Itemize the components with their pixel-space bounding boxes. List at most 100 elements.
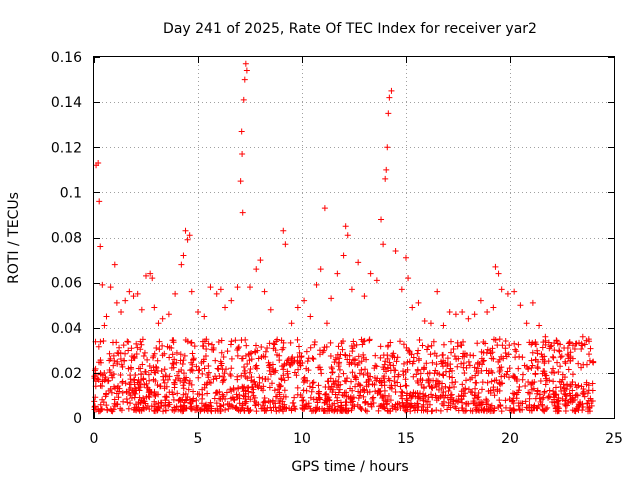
data-point <box>453 356 460 363</box>
data-point <box>409 304 416 311</box>
y-tick-label: 0.02 <box>51 366 82 382</box>
data-point <box>240 392 247 399</box>
data-point <box>349 401 356 408</box>
data-point <box>512 354 519 361</box>
data-point <box>280 366 287 373</box>
data-point <box>520 371 527 378</box>
data-point <box>547 343 554 350</box>
data-point <box>150 364 157 371</box>
data-point <box>451 353 458 360</box>
data-point <box>450 345 457 352</box>
data-point <box>108 372 115 379</box>
data-point <box>483 349 490 356</box>
data-point <box>191 343 198 350</box>
data-point <box>573 384 580 391</box>
data-point <box>420 385 427 392</box>
data-point <box>488 407 495 414</box>
data-point <box>528 364 535 371</box>
data-point <box>496 336 503 343</box>
data-point <box>532 370 539 377</box>
data-point <box>391 378 398 385</box>
data-point <box>203 345 210 352</box>
data-point <box>549 353 556 360</box>
data-point <box>138 306 145 313</box>
data-point <box>166 373 173 380</box>
data-point <box>586 357 593 364</box>
data-point <box>434 288 441 295</box>
data-point <box>444 355 451 362</box>
data-point <box>98 406 105 413</box>
data-point <box>587 345 594 352</box>
data-point <box>362 407 369 414</box>
x-axis-label: GPS time / hours <box>291 459 408 475</box>
data-point <box>256 379 263 386</box>
data-point <box>201 365 208 372</box>
data-point <box>248 377 255 384</box>
data-point <box>304 358 311 365</box>
data-point <box>469 374 476 381</box>
data-point <box>516 406 523 413</box>
data-point <box>274 336 281 343</box>
data-point <box>229 403 236 410</box>
data-point <box>475 407 482 414</box>
data-point <box>363 356 370 363</box>
data-point <box>485 401 492 408</box>
data-point <box>550 365 557 372</box>
data-point <box>480 338 487 345</box>
data-point <box>329 389 336 396</box>
data-point <box>387 397 394 404</box>
data-point <box>271 387 278 394</box>
data-point <box>296 357 303 364</box>
data-point <box>170 337 177 344</box>
data-point <box>155 404 162 411</box>
data-point <box>352 383 359 390</box>
data-point <box>347 385 354 392</box>
data-point <box>440 372 447 379</box>
data-point <box>181 352 188 359</box>
data-point <box>142 400 149 407</box>
data-point <box>134 290 141 297</box>
data-point <box>440 351 447 358</box>
data-point <box>315 382 322 389</box>
data-point <box>433 352 440 359</box>
data-point <box>427 351 434 358</box>
data-point <box>159 315 166 322</box>
data-point <box>161 379 168 386</box>
data-point <box>234 284 241 291</box>
data-point <box>561 391 568 398</box>
data-point <box>529 299 536 306</box>
data-point <box>175 406 182 413</box>
data-point <box>291 403 298 410</box>
data-point <box>110 362 117 369</box>
data-point <box>400 360 407 367</box>
data-point <box>519 376 526 383</box>
data-point <box>190 395 197 402</box>
data-point <box>317 266 324 273</box>
data-point <box>143 393 150 400</box>
data-point <box>394 354 401 361</box>
data-point <box>528 407 535 414</box>
data-point <box>394 379 401 386</box>
data-point <box>278 337 285 344</box>
data-point <box>273 408 280 415</box>
data-point <box>398 286 405 293</box>
data-point <box>307 394 314 401</box>
data-point <box>416 390 423 397</box>
data-point <box>476 402 483 409</box>
data-point <box>222 366 229 373</box>
data-point <box>362 398 369 405</box>
data-point <box>141 349 148 356</box>
data-point <box>146 377 153 384</box>
data-point <box>364 370 371 377</box>
data-point <box>95 160 102 167</box>
data-point <box>384 144 391 151</box>
data-point <box>222 304 229 311</box>
data-point <box>247 365 254 372</box>
data-point <box>446 308 453 315</box>
data-point <box>334 394 341 401</box>
data-point <box>253 266 260 273</box>
data-point <box>300 397 307 404</box>
data-point <box>510 406 517 413</box>
data-point <box>537 391 544 398</box>
